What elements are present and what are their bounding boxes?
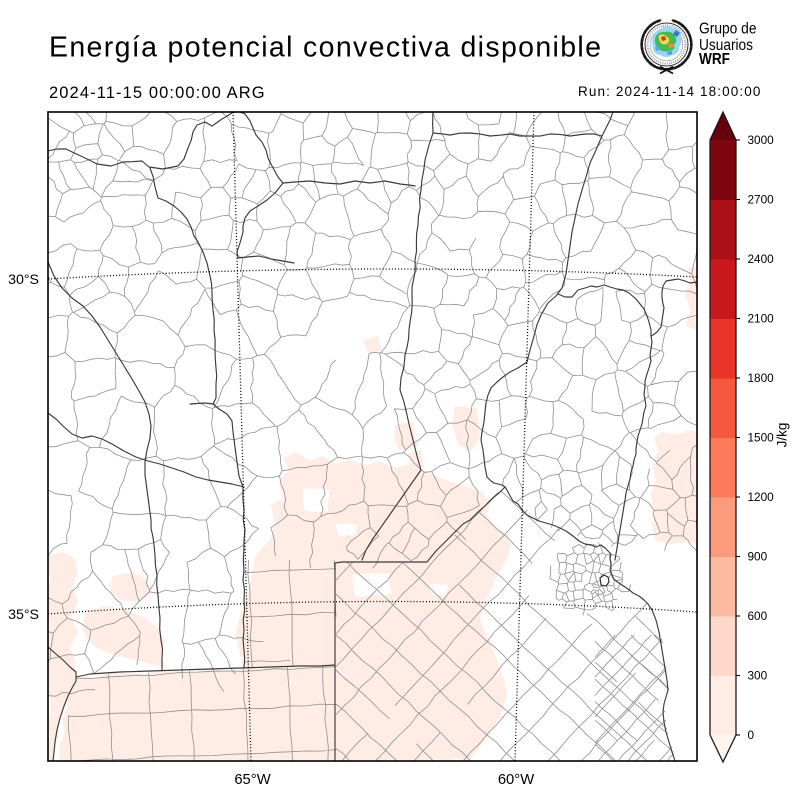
svg-text:2024-11-15 00:00:00 ARG: 2024-11-15 00:00:00 ARG xyxy=(49,84,266,102)
svg-text:Usuarios: Usuarios xyxy=(699,37,753,54)
svg-text:0: 0 xyxy=(748,728,755,742)
svg-text:2400: 2400 xyxy=(748,252,775,266)
svg-text:2100: 2100 xyxy=(748,312,775,326)
svg-text:Energía potencial convectiva d: Energía potencial convectiva disponible xyxy=(49,32,602,64)
svg-text:WRF: WRF xyxy=(699,51,730,68)
svg-text:3000: 3000 xyxy=(748,133,775,147)
svg-text:J/kg: J/kg xyxy=(775,423,790,448)
svg-text:1200: 1200 xyxy=(748,490,775,504)
svg-text:Run: 2024-11-14 18:00:00: Run: 2024-11-14 18:00:00 xyxy=(578,84,762,99)
svg-text:600: 600 xyxy=(748,609,768,623)
svg-text:30°S: 30°S xyxy=(8,272,39,288)
svg-text:1800: 1800 xyxy=(748,371,775,385)
svg-text:60°W: 60°W xyxy=(498,772,534,788)
svg-text:900: 900 xyxy=(748,550,768,564)
svg-text:300: 300 xyxy=(748,669,768,683)
svg-text:2700: 2700 xyxy=(748,193,775,207)
svg-text:Grupo de: Grupo de xyxy=(699,20,757,37)
svg-text:35°S: 35°S xyxy=(8,607,39,623)
svg-text:1500: 1500 xyxy=(748,431,775,445)
svg-text:65°W: 65°W xyxy=(234,772,270,788)
